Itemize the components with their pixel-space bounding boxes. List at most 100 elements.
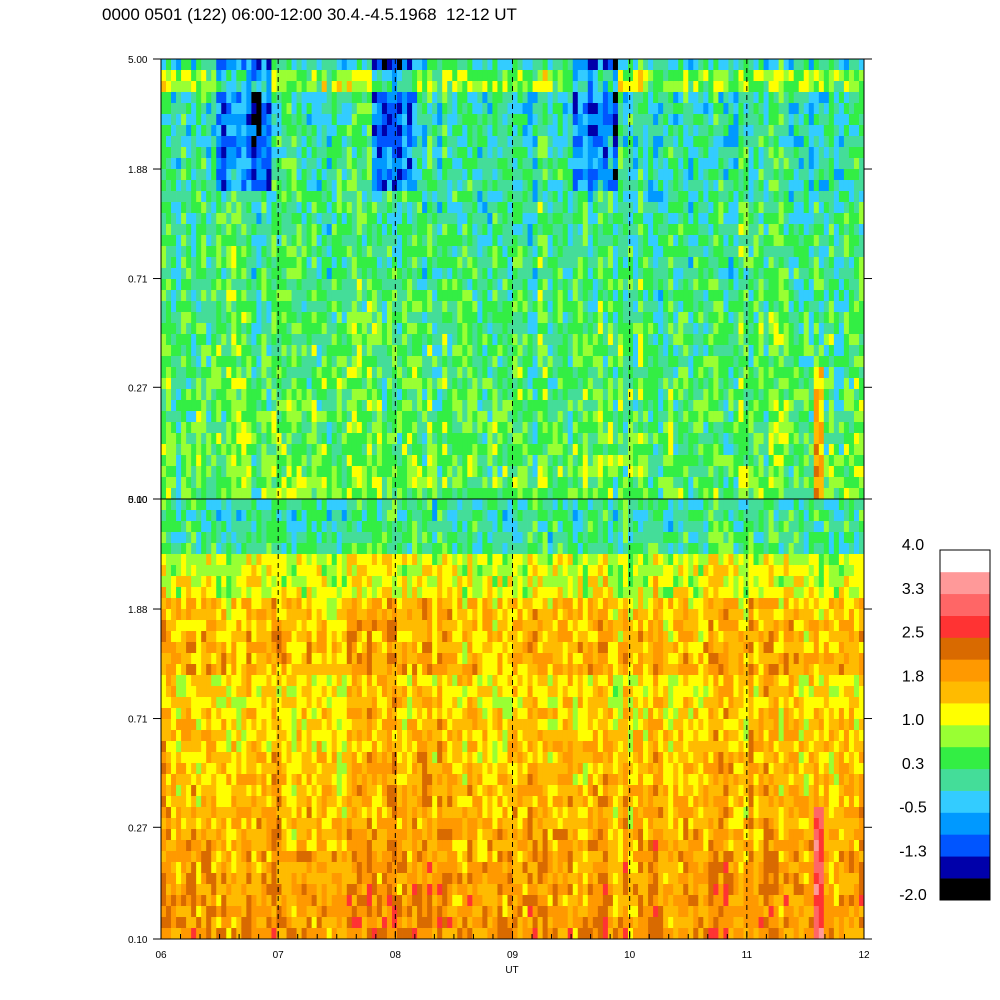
heatmap-cell xyxy=(768,345,775,357)
heatmap-cell xyxy=(773,433,780,445)
heatmap-cell xyxy=(597,147,604,159)
heatmap-cell xyxy=(271,312,277,324)
heatmap-cell xyxy=(718,301,724,313)
heatmap-cell xyxy=(346,191,353,203)
heatmap-cell xyxy=(743,477,749,489)
heatmap-cell xyxy=(622,378,629,390)
heatmap-cell xyxy=(607,433,614,445)
heatmap-cell xyxy=(648,191,654,203)
heatmap-cell xyxy=(673,191,679,203)
heatmap-cell xyxy=(723,323,729,335)
heatmap-cell xyxy=(653,290,659,302)
heatmap-cell xyxy=(688,290,694,302)
heatmap-cell xyxy=(457,378,463,390)
heatmap-cell xyxy=(201,378,207,390)
heatmap-cell xyxy=(758,70,764,82)
heatmap-cell xyxy=(326,202,333,214)
heatmap-cell xyxy=(321,455,328,467)
heatmap-cell xyxy=(366,125,373,137)
heatmap-cell xyxy=(633,389,639,401)
heatmap-cell xyxy=(557,444,564,456)
heatmap-cell xyxy=(186,268,192,280)
heatmap-cell xyxy=(391,70,398,82)
heatmap-cell xyxy=(773,400,780,412)
heatmap-cell xyxy=(291,433,297,445)
heatmap-cell xyxy=(331,224,338,236)
heatmap-cell xyxy=(693,125,699,137)
heatmap-cell xyxy=(296,477,302,489)
heatmap-cell xyxy=(753,114,759,126)
heatmap-cell xyxy=(683,290,689,302)
heatmap-cell xyxy=(577,268,584,280)
heatmap-cell xyxy=(286,411,292,423)
heatmap-cell xyxy=(612,400,619,412)
heatmap-cell xyxy=(547,169,554,181)
heatmap-cell xyxy=(728,378,734,390)
heatmap-cell xyxy=(371,455,378,467)
heatmap-cell xyxy=(477,488,483,500)
heatmap-cell xyxy=(412,158,418,170)
heatmap-cell xyxy=(246,312,252,324)
heatmap-cell xyxy=(783,334,790,346)
heatmap-cell xyxy=(221,301,227,313)
heatmap-cell xyxy=(547,202,554,214)
heatmap-cell xyxy=(391,257,398,269)
heatmap-cell xyxy=(743,455,749,467)
heatmap-cell xyxy=(206,477,212,489)
heatmap-cell xyxy=(361,466,368,478)
heatmap-cell xyxy=(201,422,207,434)
heatmap-cell xyxy=(161,202,167,214)
heatmap-cell xyxy=(653,213,659,225)
heatmap-cell xyxy=(276,224,282,236)
heatmap-cell xyxy=(427,345,433,357)
heatmap-cell xyxy=(371,477,378,489)
heatmap-cell xyxy=(497,70,503,82)
heatmap-cell xyxy=(306,422,313,434)
heatmap-cell xyxy=(241,180,247,192)
heatmap-cell xyxy=(216,114,222,126)
heatmap-cell xyxy=(597,477,604,489)
heatmap-cell xyxy=(547,411,554,423)
heatmap-cell xyxy=(256,367,262,379)
heatmap-cell xyxy=(783,257,790,269)
heatmap-cell xyxy=(161,169,167,181)
heatmap-cell xyxy=(452,92,458,104)
heatmap-cell xyxy=(296,290,302,302)
heatmap-cell xyxy=(743,81,749,93)
heatmap-cell xyxy=(241,378,247,390)
heatmap-cell xyxy=(201,246,207,258)
heatmap-cell xyxy=(316,367,323,379)
heatmap-cell xyxy=(683,466,689,478)
heatmap-cell xyxy=(271,202,277,214)
heatmap-cell xyxy=(331,279,338,291)
heatmap-cell xyxy=(582,312,589,324)
heatmap-cell xyxy=(271,389,277,401)
heatmap-cell xyxy=(587,422,594,434)
heatmap-cell xyxy=(743,202,749,214)
heatmap-cell xyxy=(627,312,634,324)
heatmap-cell xyxy=(537,224,544,236)
heatmap-cell xyxy=(547,136,554,148)
heatmap-cell xyxy=(206,334,212,346)
heatmap-cell xyxy=(407,180,413,192)
heatmap-cell xyxy=(557,125,564,137)
heatmap-cell xyxy=(512,356,518,368)
heatmap-cell xyxy=(452,444,458,456)
heatmap-cell xyxy=(597,345,604,357)
heatmap-cell xyxy=(577,312,584,324)
heatmap-cell xyxy=(688,312,694,324)
heatmap-cell xyxy=(612,70,619,82)
heatmap-cell xyxy=(783,323,790,335)
heatmap-cell xyxy=(753,312,759,324)
heatmap-cell xyxy=(311,466,318,478)
heatmap-cell xyxy=(567,389,574,401)
heatmap-cell xyxy=(602,268,609,280)
heatmap-cell xyxy=(713,180,719,192)
heatmap-cell xyxy=(627,202,634,214)
heatmap-cell xyxy=(547,367,554,379)
heatmap-cell xyxy=(552,59,559,71)
heatmap-cell xyxy=(552,235,559,247)
heatmap-cell xyxy=(266,455,272,467)
heatmap-cell xyxy=(567,70,574,82)
heatmap-cell xyxy=(452,158,458,170)
